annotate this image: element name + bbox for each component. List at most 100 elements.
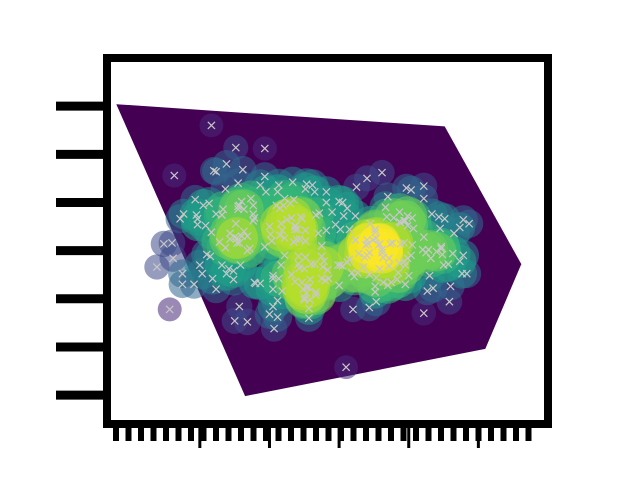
data-point-x-marker — [159, 239, 168, 248]
data-point-x-marker — [267, 236, 276, 246]
data-point-x-marker — [232, 238, 242, 247]
data-point-x-marker — [465, 219, 474, 228]
data-point-x-marker — [290, 221, 300, 230]
data-point-x-marker — [250, 278, 259, 287]
data-point-x-marker — [396, 218, 405, 227]
data-point-x-marker — [323, 265, 332, 274]
data-point-x-marker — [178, 280, 187, 289]
data-point-x-marker — [278, 226, 287, 235]
data-point-x-marker — [339, 211, 348, 221]
data-point-x-marker — [293, 225, 302, 234]
data-point-x-marker — [199, 201, 208, 210]
data-point-x-marker — [381, 203, 390, 212]
data-point-x-marker — [170, 171, 179, 180]
data-point-x-marker — [290, 225, 300, 234]
data-point-x-marker — [438, 250, 447, 259]
data-point-x-marker — [427, 209, 436, 219]
data-point-x-marker — [360, 253, 369, 262]
data-point-x-marker — [436, 224, 445, 233]
data-point-x-marker — [167, 238, 177, 247]
data-point-x-marker — [403, 211, 412, 221]
data-point-x-marker — [217, 261, 226, 270]
data-point-x-marker — [207, 228, 216, 237]
data-point-x-marker — [249, 201, 258, 210]
data-point-x-marker — [300, 264, 309, 273]
data-point-x-marker — [311, 210, 320, 220]
data-point-x-marker — [304, 314, 313, 323]
data-point-x-marker — [287, 213, 296, 222]
data-point-x-marker — [301, 236, 310, 246]
data-point-x-marker — [351, 235, 360, 245]
data-point-x-marker — [297, 214, 307, 223]
data-point-x-marker — [423, 287, 432, 296]
data-point-x-marker — [191, 195, 200, 204]
data-point-x-marker — [235, 238, 244, 247]
data-point-x-marker — [308, 181, 317, 190]
data-point-x-marker — [229, 275, 238, 284]
data-point-x-marker — [336, 225, 345, 234]
data-point-x-marker — [361, 240, 370, 249]
data-point-x-marker — [294, 252, 303, 261]
data-point-x-marker — [342, 363, 351, 372]
data-point-x-marker — [365, 303, 374, 312]
data-point-x-marker — [374, 240, 383, 249]
data-point-x-marker — [395, 259, 404, 268]
data-point-x-marker — [401, 280, 410, 289]
data-point-x-marker — [366, 219, 375, 228]
data-point-x-marker — [231, 143, 240, 152]
data-point-x-marker — [354, 249, 363, 258]
data-point-x-marker — [282, 215, 291, 224]
data-point-x-marker — [384, 261, 394, 271]
data-point-x-marker — [195, 261, 204, 270]
data-point-x-marker — [169, 254, 178, 263]
data-point-x-marker — [205, 199, 214, 208]
data-point-x-marker — [314, 229, 323, 238]
data-point-x-marker — [348, 305, 358, 314]
data-point-x-marker — [229, 266, 238, 275]
data-point-x-marker — [273, 296, 282, 305]
data-point-x-marker — [301, 226, 310, 235]
data-point-x-marker — [307, 260, 316, 269]
data-point-x-marker — [383, 281, 392, 290]
data-point-x-marker — [297, 278, 307, 287]
data-point-x-marker — [274, 181, 283, 190]
data-point-x-marker — [234, 179, 243, 188]
data-point-x-marker — [335, 197, 344, 206]
data-point-x-marker — [178, 269, 187, 278]
data-point-x-marker — [225, 229, 235, 238]
data-point-x-marker — [265, 222, 274, 231]
data-point-x-marker — [371, 287, 380, 297]
data-point-x-marker — [222, 159, 231, 168]
data-point-x-marker — [292, 235, 301, 244]
data-point-x-marker — [265, 310, 274, 319]
data-point-x-marker — [440, 214, 449, 223]
data-point-x-marker — [455, 257, 464, 266]
data-point-x-marker — [295, 235, 304, 244]
data-point-x-marker — [345, 225, 354, 234]
data-point-x-marker — [388, 238, 397, 247]
data-point-x-marker — [207, 121, 216, 130]
data-point-x-marker — [230, 233, 239, 242]
data-point-x-marker — [371, 228, 380, 237]
data-point-x-marker — [459, 215, 468, 224]
data-point-x-marker — [288, 178, 297, 187]
data-point-x-marker — [290, 277, 300, 286]
data-point-x-marker — [275, 204, 284, 213]
data-point-x-marker — [343, 258, 352, 267]
data-point-x-marker — [176, 214, 185, 223]
data-point-x-marker — [234, 202, 243, 211]
data-point-x-marker — [377, 248, 387, 257]
data-point-x-marker — [250, 213, 259, 222]
data-point-x-marker — [280, 234, 289, 243]
data-point-x-marker — [317, 241, 326, 250]
data-point-x-marker — [301, 253, 310, 262]
data-point-x-marker — [215, 237, 224, 247]
data-point-x-marker — [237, 232, 246, 241]
data-point-x-marker — [319, 257, 329, 266]
data-point-x-marker — [317, 252, 326, 261]
data-point-x-marker — [402, 183, 411, 193]
data-point-x-marker — [224, 264, 233, 273]
data-point-x-marker — [407, 185, 416, 195]
